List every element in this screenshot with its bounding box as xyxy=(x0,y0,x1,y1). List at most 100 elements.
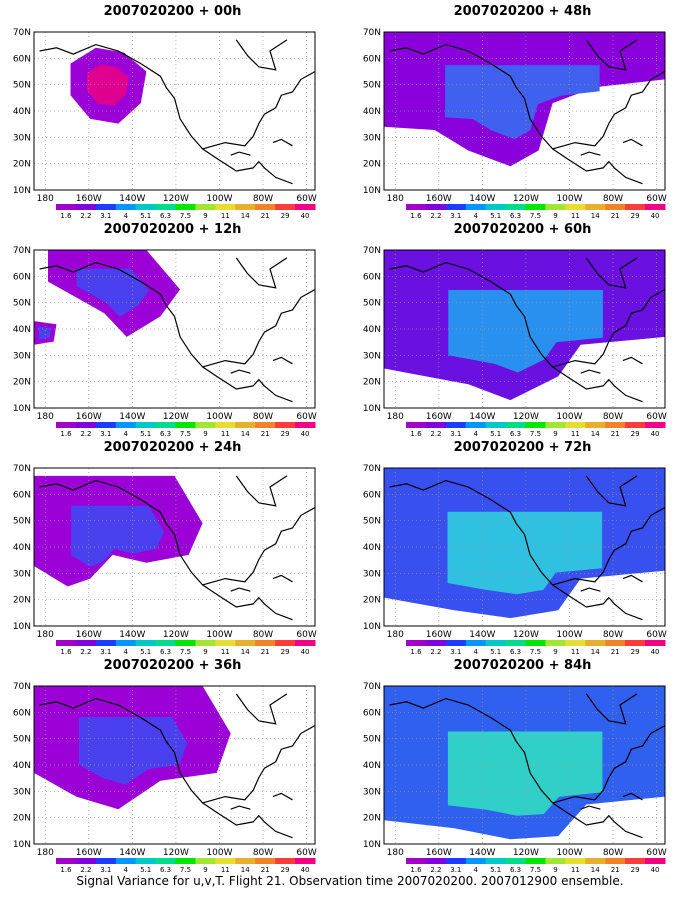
colorbar-swatch xyxy=(275,422,296,428)
coastline xyxy=(39,693,315,839)
map-panel: 2007020200 + 84h 70N 60N 50N 40N 30N 20N 10N 180… xyxy=(350,658,695,873)
lat-label: 70N xyxy=(13,246,31,256)
lat-label: 60N xyxy=(13,272,31,282)
lat-label: 60N xyxy=(13,708,31,718)
colorbar-label: 3.1 xyxy=(100,866,111,873)
lat-label: 20N xyxy=(363,378,381,388)
lon-label: 100W xyxy=(556,412,582,422)
lon-label: 100W xyxy=(206,848,232,858)
lon-label: 140W xyxy=(469,630,495,640)
lat-label: 60N xyxy=(363,708,381,718)
colorbar-label: 5.1 xyxy=(140,212,151,219)
lat-label: 20N xyxy=(13,596,31,606)
colorbar-label: 2.2 xyxy=(430,430,441,437)
colorbar-swatch xyxy=(445,640,467,646)
colorbar-label: 4 xyxy=(123,430,128,437)
colorbar-swatch xyxy=(155,640,177,646)
colorbar-swatch xyxy=(95,422,117,428)
lon-label: 120W xyxy=(163,194,189,204)
colorbar-label: 5.1 xyxy=(490,430,501,437)
lat-label: 50N xyxy=(13,517,31,527)
lat-label: 40N xyxy=(13,325,31,335)
lon-label: 80W xyxy=(603,630,623,640)
colorbar-swatch xyxy=(625,858,646,864)
colorbar-label: 14 xyxy=(241,430,250,437)
lon-label: 100W xyxy=(556,848,582,858)
panel-title: 2007020200 + 84h xyxy=(453,658,592,673)
lon-label: 60W xyxy=(646,194,666,204)
colorbar-swatch xyxy=(295,422,316,428)
lon-label: 100W xyxy=(556,194,582,204)
panel-title: 2007020200 + 12h xyxy=(103,222,242,237)
colorbar-swatch xyxy=(645,858,666,864)
panel-title: 2007020200 + 60h xyxy=(453,222,592,237)
colorbar-swatch xyxy=(195,204,216,210)
map-panel: 2007020200 + 48h 70N 60N 50N 40N 30N 20N 10N 180… xyxy=(350,4,695,219)
lat-label: 50N xyxy=(13,735,31,745)
lon-label: 120W xyxy=(163,412,189,422)
colorbar-label: 21 xyxy=(611,430,620,437)
coastline xyxy=(389,693,665,839)
lon-label: 80W xyxy=(603,412,623,422)
colorbar-label: 9 xyxy=(203,866,207,873)
variance-core xyxy=(445,65,600,140)
lon-label: 60W xyxy=(296,848,316,858)
colorbar-label: 5.1 xyxy=(490,648,501,655)
colorbar-swatch xyxy=(75,204,97,210)
lat-label: 20N xyxy=(13,378,31,388)
colorbar-swatch xyxy=(585,640,606,646)
colorbar-label: 21 xyxy=(611,866,620,873)
colorbar-swatch xyxy=(645,422,666,428)
colorbar-swatch xyxy=(95,858,117,864)
colorbar-swatch xyxy=(625,640,646,646)
lon-label: 100W xyxy=(206,630,232,640)
colorbar-swatch xyxy=(95,640,117,646)
lat-label: 50N xyxy=(13,81,31,91)
colorbar-label: 11 xyxy=(571,866,580,873)
colorbar-swatch xyxy=(215,422,236,428)
colorbar-label: 9 xyxy=(553,430,557,437)
colorbar-label: 14 xyxy=(591,430,600,437)
colorbar-label: 7.5 xyxy=(180,430,191,437)
lat-label: 30N xyxy=(363,351,381,361)
lon-label: 180 xyxy=(387,194,404,204)
colorbar-label: 9 xyxy=(203,212,207,219)
colorbar-label: 6.3 xyxy=(510,648,521,655)
colorbar-label: 1.6 xyxy=(60,648,72,655)
colorbar-swatch xyxy=(425,640,447,646)
colorbar-swatch xyxy=(215,858,236,864)
colorbar-label: 29 xyxy=(631,648,640,655)
colorbar-swatch xyxy=(235,422,256,428)
coastline xyxy=(389,39,665,185)
lat-label: 20N xyxy=(13,160,31,170)
lon-label: 120W xyxy=(163,630,189,640)
colorbar-label: 5.1 xyxy=(140,866,151,873)
lon-label: 140W xyxy=(119,630,145,640)
lon-label: 180 xyxy=(37,194,54,204)
lat-label: 10N xyxy=(363,622,381,632)
colorbar-label: 29 xyxy=(281,648,290,655)
colorbar-swatch xyxy=(235,858,256,864)
lat-label: 70N xyxy=(363,28,381,38)
colorbar-swatch xyxy=(525,204,546,210)
colorbar-label: 2.2 xyxy=(430,212,441,219)
lat-label: 10N xyxy=(13,186,31,196)
colorbar-swatch xyxy=(445,422,467,428)
colorbar-label: 4 xyxy=(473,430,478,437)
lon-label: 60W xyxy=(646,630,666,640)
colorbar-swatch xyxy=(485,422,507,428)
colorbar-label: 7.5 xyxy=(180,648,191,655)
lon-label: 180 xyxy=(37,630,54,640)
lon-label: 80W xyxy=(253,194,273,204)
colorbar-swatch xyxy=(605,204,626,210)
colorbar-label: 2.2 xyxy=(80,866,91,873)
colorbar-label: 3.1 xyxy=(100,648,111,655)
colorbar-swatch xyxy=(275,640,296,646)
lon-label: 60W xyxy=(296,412,316,422)
colorbar-swatch xyxy=(175,204,196,210)
lat-label: 30N xyxy=(13,569,31,579)
colorbar-label: 3.1 xyxy=(450,648,461,655)
colorbar-label: 14 xyxy=(241,212,250,219)
lat-label: 40N xyxy=(13,543,31,553)
colorbar-label: 29 xyxy=(631,212,640,219)
